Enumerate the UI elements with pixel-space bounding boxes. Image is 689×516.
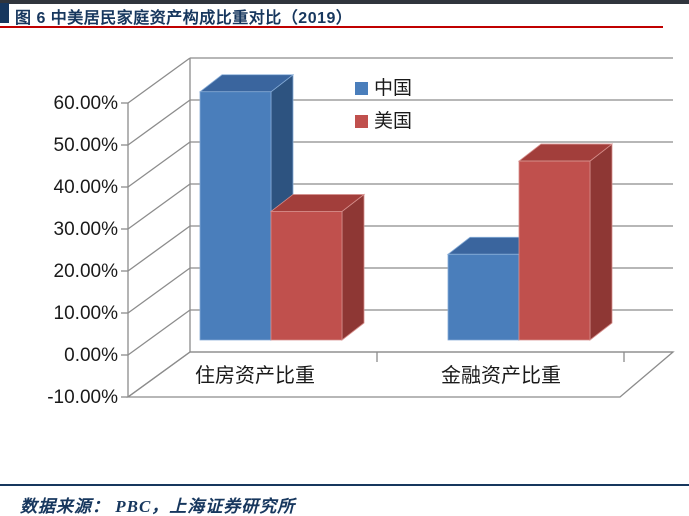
legend-item-china: 中国 (355, 77, 412, 99)
bar-face (270, 211, 343, 341)
legend-label-usa: 美国 (374, 110, 412, 132)
category-label: 住房资产比重 (195, 364, 315, 387)
y-tick-label: 40.00% (54, 177, 119, 198)
y-tick-label: 10.00% (54, 303, 119, 324)
footer-divider-line (0, 484, 689, 486)
legend-swatch-usa (355, 115, 368, 128)
legend-item-usa: 美国 (355, 110, 412, 132)
category-label: 金融资产比重 (441, 364, 561, 387)
left-wall-gridline (127, 225, 191, 272)
y-tick-label: 0.00% (64, 345, 118, 366)
left-wall-gridline (127, 57, 191, 104)
y-tick-label: 60.00% (54, 93, 119, 114)
bar-usa-housing (269, 193, 366, 341)
y-tick-label: 30.00% (54, 219, 119, 240)
bar-face (447, 253, 520, 341)
y-tick-label: 20.00% (54, 261, 119, 282)
y-tick-label: 50.00% (54, 135, 119, 156)
legend-label-china: 中国 (374, 77, 412, 99)
bar-face (518, 160, 591, 341)
title-accent-block (0, 3, 9, 23)
left-wall-gridline (127, 141, 191, 188)
y-tick-label: -10.00% (47, 387, 118, 408)
title-underline (0, 26, 663, 28)
data-source-text: 数据来源： PBC，上海证券研究所 (20, 497, 296, 516)
floor (125, 351, 675, 398)
bar-face (589, 143, 613, 341)
left-wall-gridline (127, 99, 191, 146)
left-wall-gridline (127, 183, 191, 230)
left-wall-gridline (127, 309, 191, 356)
bar-usa-financial (517, 143, 614, 341)
bar-face (199, 91, 272, 341)
legend-swatch-china (355, 82, 368, 95)
figure-title: 图 6 中美居民家庭资产构成比重对比（2019） (15, 10, 353, 27)
top-border-bar (0, 0, 689, 4)
bar-face (341, 193, 365, 341)
left-wall-gridline (127, 267, 191, 314)
